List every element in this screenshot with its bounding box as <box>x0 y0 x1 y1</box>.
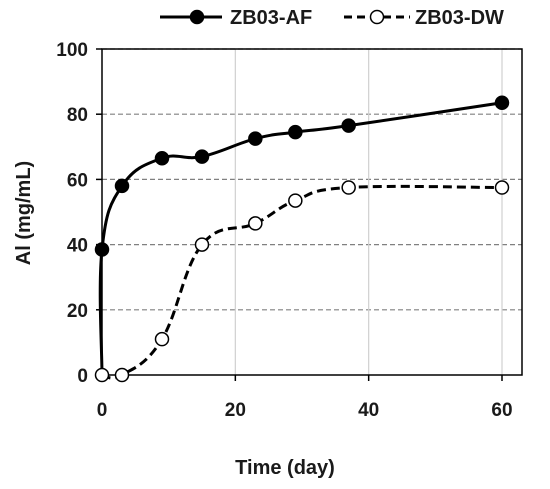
data-point-series-0 <box>341 118 356 133</box>
plot-frame <box>101 48 523 376</box>
data-point-series-1 <box>494 180 510 195</box>
legend-entry-af: ZB03-AF <box>160 7 312 29</box>
data-point-series-0 <box>248 131 263 146</box>
series-line-1 <box>101 184 503 380</box>
legend-marker-af <box>189 9 205 25</box>
y-tick-label: 100 <box>56 40 88 61</box>
legend: ZB03-AF ZB03-DW <box>160 7 504 29</box>
data-point-series-1 <box>114 367 130 383</box>
data-point-series-0 <box>494 95 510 111</box>
data-point-series-0 <box>114 178 130 194</box>
data-point-series-1 <box>341 180 356 195</box>
legend-marker-dw <box>369 9 385 25</box>
grid <box>102 48 522 375</box>
data-point-series-1 <box>94 367 110 383</box>
x-axis-title: Time (day) <box>235 457 335 479</box>
y-tick-label: 20 <box>67 301 88 322</box>
data-point-series-0 <box>288 124 303 140</box>
y-tick-label: 0 <box>77 366 88 387</box>
data-point-series-0 <box>194 149 210 164</box>
legend-label-af: ZB03-AF <box>230 7 312 29</box>
legend-entry-dw: ZB03-DW <box>344 7 504 29</box>
legend-label-dw: ZB03-DW <box>415 7 504 29</box>
y-tick-label: 60 <box>67 170 88 191</box>
x-tick-label: 40 <box>358 400 379 421</box>
axes <box>96 48 523 381</box>
tick-labels: 0 20 40 60 80 100 0 20 40 60 <box>56 40 512 421</box>
y-tick-label: 80 <box>67 105 88 126</box>
data-point-series-1 <box>154 331 170 347</box>
data-point-series-0 <box>94 242 110 257</box>
y-axis-title: Al (mg/mL) <box>13 161 35 265</box>
data-point-series-0 <box>154 150 170 166</box>
data-point-series-1 <box>194 237 210 252</box>
data-point-series-1 <box>248 216 263 231</box>
data-point-series-1 <box>288 193 303 208</box>
x-tick-label: 0 <box>97 400 108 421</box>
x-tick-label: 20 <box>225 400 246 421</box>
x-tick-label: 60 <box>491 400 512 421</box>
y-tick-label: 40 <box>67 236 88 257</box>
series <box>94 95 510 383</box>
